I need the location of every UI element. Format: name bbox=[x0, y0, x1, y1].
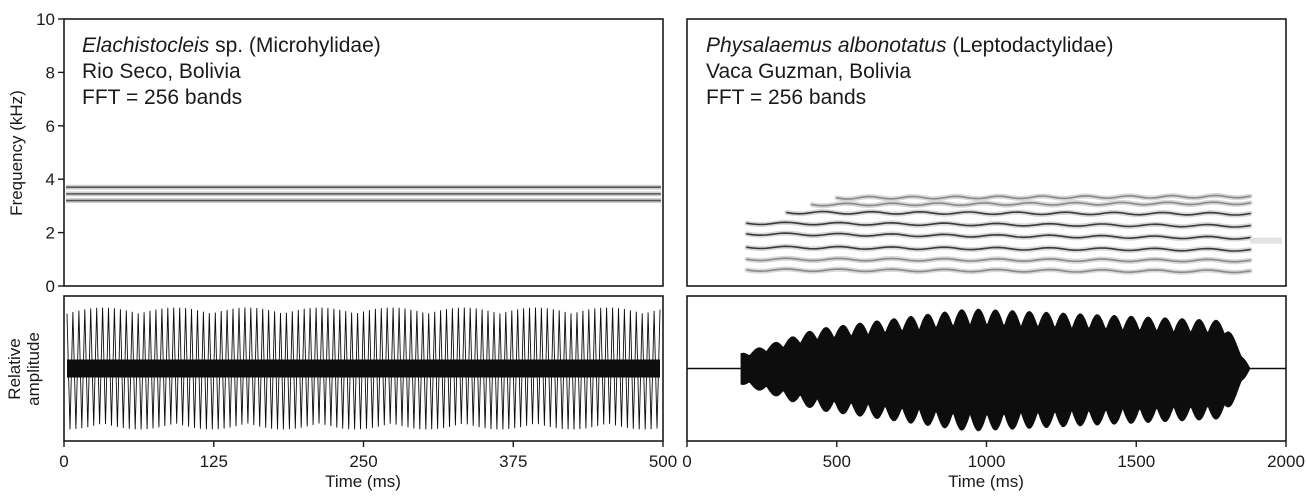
left-species-genus: Elachistocleis bbox=[82, 34, 210, 57]
harmonic-band bbox=[746, 232, 1251, 240]
left-locality: Rio Seco, Bolivia bbox=[82, 60, 241, 83]
x-tick-label: 1000 bbox=[968, 452, 1006, 471]
left-x-axis-label: Time (ms) bbox=[325, 472, 401, 491]
x-tick-label: 125 bbox=[200, 452, 228, 471]
right-species-annotation: Physalaemus albonotatus (Leptodactylidae… bbox=[706, 34, 1113, 57]
y-axis-label-amplitude-line1: Relative bbox=[5, 338, 24, 399]
x-tick-label: 375 bbox=[499, 452, 527, 471]
y-axis-label-amplitude-line2: amplitude bbox=[24, 332, 43, 406]
x-tick-label: 500 bbox=[823, 452, 851, 471]
right-spectrogram-frame bbox=[686, 18, 1287, 287]
right-species-rest: (Leptodactylidae) bbox=[947, 34, 1114, 57]
y-axis-label-amplitude: Relativeamplitude bbox=[5, 332, 43, 406]
left-y-ticks: 0 2 4 6 8 10 bbox=[36, 10, 64, 296]
harmonic-band bbox=[746, 257, 1251, 263]
right-waveform-trace bbox=[740, 308, 1251, 432]
right-x-axis-label: Time (ms) bbox=[948, 472, 1024, 491]
x-tick-label: 0 bbox=[682, 452, 691, 471]
left-spectrogram-frame bbox=[63, 18, 664, 287]
right-spectrogram-harmonics bbox=[744, 192, 1282, 275]
right-fft-note: FFT = 256 bands bbox=[706, 86, 866, 109]
harmonic-band bbox=[746, 245, 1251, 252]
x-tick-label: 250 bbox=[349, 452, 377, 471]
y-tick-label: 10 bbox=[36, 10, 55, 29]
x-tick-label: 2000 bbox=[1267, 452, 1305, 471]
panel-left-spectrogram: 0 2 4 6 8 10 Elachistocleis sp. (Microhylidae… bbox=[7, 10, 664, 296]
x-tick-label: 0 bbox=[59, 452, 68, 471]
x-tick-label: 1500 bbox=[1117, 452, 1155, 471]
panel-right-waveform: 0 500 1000 1500 2000 Time (ms) bbox=[682, 295, 1305, 491]
left-waveform-core bbox=[67, 359, 660, 378]
left-species-annotation: Elachistocleis sp. (Microhylidae) bbox=[82, 34, 381, 57]
left-fft-note: FFT = 256 bands bbox=[82, 86, 242, 109]
harmonic-band bbox=[836, 194, 1251, 200]
y-tick-label: 6 bbox=[46, 117, 55, 136]
harmonic-band bbox=[786, 210, 1251, 216]
right-x-ticks: 0 500 1000 1500 2000 bbox=[682, 441, 1305, 471]
left-spectrogram-bands bbox=[66, 184, 661, 204]
right-species-binomial: Physalaemus albonotatus bbox=[706, 34, 947, 57]
y-tick-label: 8 bbox=[46, 63, 55, 82]
harmonic-band bbox=[746, 221, 1251, 228]
right-locality: Vaca Guzman, Bolivia bbox=[706, 60, 911, 83]
y-tick-label: 2 bbox=[46, 224, 55, 243]
y-tick-label: 4 bbox=[46, 170, 55, 189]
y-tick-label: 0 bbox=[46, 277, 55, 296]
panel-left-waveform: 0 125 250 375 500 Time (ms) Relativeamplitud… bbox=[5, 295, 677, 491]
panel-right-spectrogram: Physalaemus albonotatus (Leptodactylidae… bbox=[686, 18, 1287, 287]
harmonic-band bbox=[811, 201, 1251, 207]
left-species-rest: sp. (Microhylidae) bbox=[209, 34, 381, 57]
left-x-ticks: 0 125 250 375 500 bbox=[59, 441, 677, 471]
harmonic-band bbox=[746, 268, 1251, 274]
x-tick-label: 500 bbox=[649, 452, 677, 471]
y-axis-label-frequency: Frequency (kHz) bbox=[7, 90, 26, 216]
left-waveform-trace bbox=[66, 307, 661, 430]
